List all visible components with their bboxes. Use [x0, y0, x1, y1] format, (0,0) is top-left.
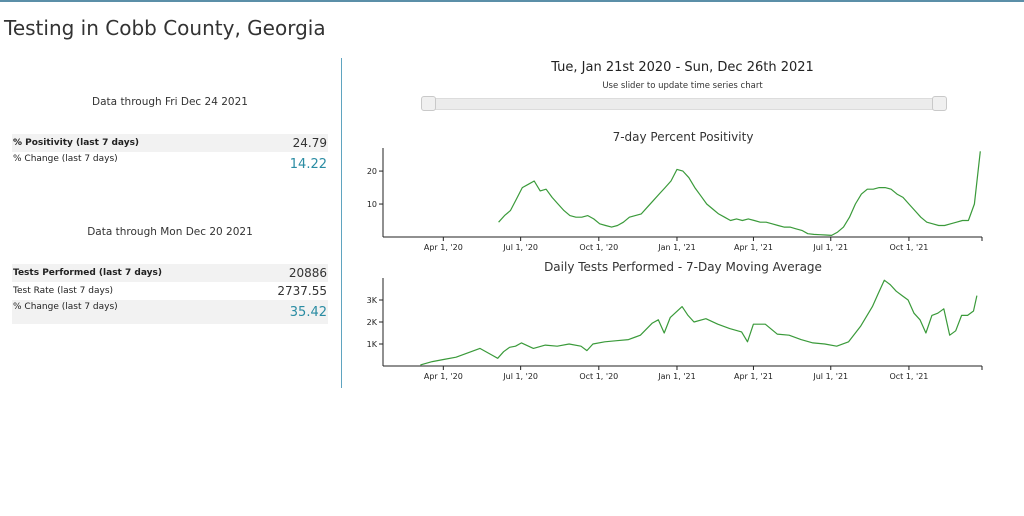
x-tick-label: Jul 1, '20	[502, 372, 538, 381]
date-range-title: Tue, Jan 21st 2020 - Sun, Dec 26th 2021	[551, 60, 814, 75]
slider-end-handle[interactable]	[932, 96, 947, 111]
y-tick-label: 1K	[367, 340, 378, 349]
x-tick-label: Apr 1, '20	[424, 372, 463, 381]
positivity-table: % Positivity (last 7 days) 24.79 % Chang…	[12, 134, 328, 176]
chart-title-tests: Daily Tests Performed - 7-Day Moving Ave…	[544, 260, 822, 274]
table-row: % Positivity (last 7 days) 24.79	[12, 134, 328, 152]
table-row: Tests Performed (last 7 days) 20886	[12, 264, 328, 282]
x-tick-label: Oct 1, '21	[889, 372, 928, 381]
x-tick-label: Oct 1, '20	[579, 243, 618, 252]
y-tick-label: 10	[367, 200, 377, 209]
table-row: % Change (last 7 days) 35.42	[12, 300, 328, 324]
date-range-hint: Use slider to update time series chart	[602, 81, 763, 91]
slider-start-handle[interactable]	[421, 96, 436, 111]
row-label: Test Rate (last 7 days)	[13, 286, 114, 296]
row-value: 24.79	[292, 136, 327, 150]
table-row: Test Rate (last 7 days) 2737.55	[12, 282, 328, 300]
y-tick-label: 3K	[367, 296, 378, 305]
positivity-caption: Data through Fri Dec 24 2021	[92, 96, 248, 108]
row-value: 2737.55	[277, 284, 327, 298]
x-tick-label: Jul 1, '21	[812, 243, 848, 252]
tests-caption: Data through Mon Dec 20 2021	[87, 226, 253, 238]
row-label: % Change (last 7 days)	[13, 154, 118, 164]
y-tick-label: 20	[367, 167, 377, 176]
table-row: % Change (last 7 days) 14.22	[12, 152, 328, 176]
x-tick-label: Oct 1, '20	[579, 372, 618, 381]
row-label: Tests Performed (last 7 days)	[13, 268, 162, 278]
x-tick-label: Apr 1, '21	[734, 243, 773, 252]
page-title: Testing in Cobb County, Georgia	[4, 16, 326, 40]
x-tick-label: Jul 1, '20	[502, 243, 538, 252]
series-line	[498, 151, 981, 236]
x-tick-label: Jan 1, '21	[657, 243, 695, 252]
x-tick-label: Jul 1, '21	[812, 372, 848, 381]
summary-panel: Data through Fri Dec 24 2021 % Positivit…	[0, 58, 342, 388]
x-tick-label: Apr 1, '21	[734, 372, 773, 381]
row-value: 20886	[288, 266, 327, 280]
row-label: % Change (last 7 days)	[13, 302, 118, 312]
tests-table: Tests Performed (last 7 days) 20886 Test…	[12, 264, 328, 324]
row-value: 14.22	[289, 156, 327, 172]
y-tick-label: 2K	[367, 318, 378, 327]
row-value: 35.42	[289, 304, 327, 320]
x-tick-label: Oct 1, '21	[889, 243, 928, 252]
row-label: % Positivity (last 7 days)	[13, 138, 140, 148]
chart-title-positivity: 7-day Percent Positivity	[612, 130, 754, 144]
x-tick-label: Jan 1, '21	[657, 372, 695, 381]
top-border	[0, 0, 1024, 2]
series-line	[420, 279, 978, 366]
x-tick-label: Apr 1, '20	[424, 243, 463, 252]
